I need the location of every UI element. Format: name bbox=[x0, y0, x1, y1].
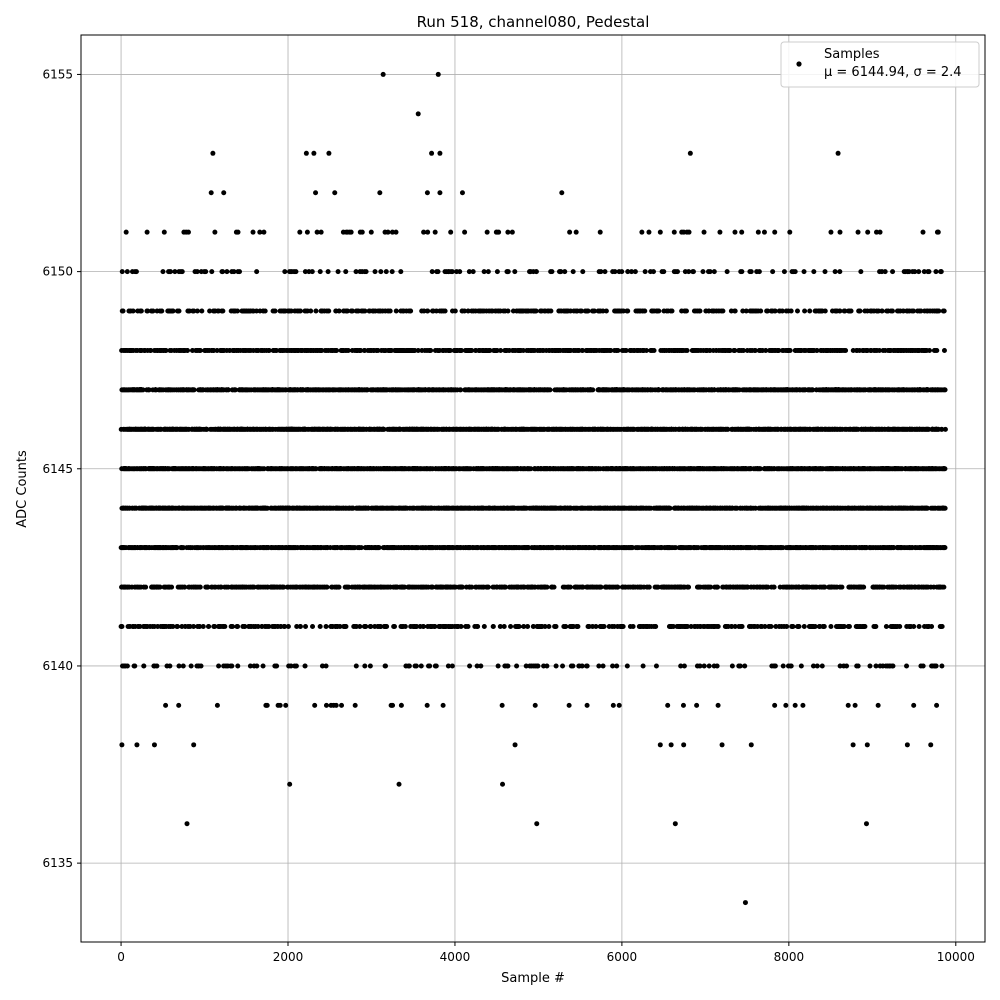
sample-point bbox=[687, 150, 693, 156]
sample-point-bands bbox=[118, 229, 948, 708]
sample-point bbox=[559, 190, 565, 196]
x-tick-label: 6000 bbox=[607, 950, 638, 964]
sample-point bbox=[332, 190, 338, 196]
sample-point bbox=[429, 150, 435, 156]
sample-point bbox=[904, 742, 910, 748]
legend-stats: μ = 6144.94, σ = 2.4 bbox=[824, 65, 962, 80]
sample-point bbox=[221, 190, 227, 196]
x-tick-label: 10000 bbox=[937, 950, 975, 964]
sample-point bbox=[326, 150, 332, 156]
sample-point bbox=[191, 742, 197, 748]
axis-ticks: 0 2000 4000 6000 8000 10000 6135 6140 6145 6150 61… bbox=[42, 67, 974, 964]
sample-point bbox=[500, 781, 506, 787]
legend: Samples μ = 6144.94, σ = 2.4 bbox=[780, 41, 980, 88]
sample-point bbox=[437, 190, 443, 196]
sample-point bbox=[435, 71, 441, 77]
sample-point bbox=[864, 742, 870, 748]
sample-point bbox=[313, 190, 319, 196]
data-points bbox=[118, 71, 948, 906]
x-tick-label: 8000 bbox=[774, 950, 805, 964]
sample-point bbox=[119, 742, 125, 748]
sample-point bbox=[208, 190, 214, 196]
sample-point bbox=[459, 190, 465, 196]
sample-point bbox=[134, 742, 140, 748]
sample-point bbox=[850, 742, 856, 748]
y-tick-label: 6135 bbox=[42, 856, 73, 870]
sample-point bbox=[512, 742, 518, 748]
legend-marker bbox=[796, 61, 802, 67]
sample-point bbox=[681, 742, 687, 748]
x-tick-label: 4000 bbox=[440, 950, 471, 964]
sample-point bbox=[311, 150, 317, 156]
x-tick-label: 2000 bbox=[273, 950, 304, 964]
sample-point bbox=[287, 781, 293, 787]
sample-point bbox=[534, 821, 540, 827]
y-tick-label: 6140 bbox=[42, 659, 73, 673]
sample-point bbox=[748, 742, 754, 748]
sample-point bbox=[863, 821, 869, 827]
x-tick-label: 0 bbox=[117, 950, 125, 964]
sample-point bbox=[415, 111, 421, 117]
y-axis-label: ADC Counts bbox=[15, 450, 30, 528]
sample-point bbox=[672, 821, 678, 827]
sample-point bbox=[437, 150, 443, 156]
sample-point bbox=[742, 900, 748, 906]
legend-series-name: Samples bbox=[824, 47, 880, 62]
y-tick-label: 6155 bbox=[42, 67, 73, 81]
sample-point bbox=[210, 150, 216, 156]
y-tick-label: 6145 bbox=[42, 462, 73, 476]
sample-point bbox=[668, 742, 674, 748]
sample-point bbox=[396, 781, 402, 787]
sample-point bbox=[835, 150, 841, 156]
sample-point bbox=[151, 742, 157, 748]
chart-title: Run 518, channel080, Pedestal bbox=[417, 13, 650, 31]
legend-box bbox=[780, 41, 980, 88]
sample-point bbox=[424, 190, 430, 196]
x-axis-label: Sample # bbox=[501, 971, 565, 986]
y-tick-label: 6150 bbox=[42, 265, 73, 279]
sample-point bbox=[377, 190, 383, 196]
sample-point bbox=[657, 742, 663, 748]
plot-frame bbox=[80, 34, 986, 943]
sample-point bbox=[303, 150, 309, 156]
sample-point bbox=[719, 742, 725, 748]
sample-point bbox=[380, 71, 386, 77]
sample-point bbox=[184, 821, 190, 827]
sample-point bbox=[928, 742, 934, 748]
